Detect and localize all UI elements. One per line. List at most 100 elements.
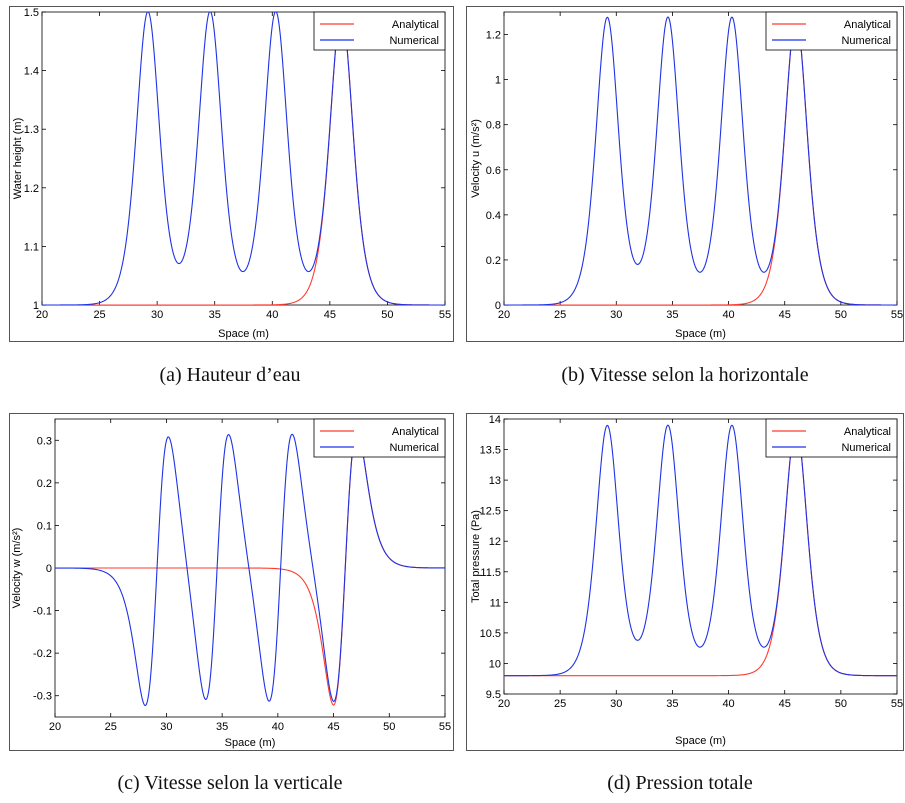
y-tick-label: 0: [495, 300, 501, 312]
y-axis-label: Total pressure (Pa): [470, 510, 482, 603]
y-tick-label: 0.1: [37, 520, 52, 532]
x-tick-label: 35: [216, 721, 228, 733]
y-axis-label: Velocity w (m/s²): [11, 528, 23, 609]
x-tick-label: 30: [160, 721, 172, 733]
y-tick-label: 1: [33, 300, 39, 312]
chart-a-svg: 20 25 30 35 40 45 50 55 1 1.1 1.2 1.3 1.4 1.5 Space (m…: [12, 7, 451, 340]
x-tick-label: 50: [835, 698, 847, 710]
axes-c: 20 25 30 35 40 45 50 55 -0.3 -0.2 -0.1 0 0.1 0.2 0.3 Sp…: [11, 418, 451, 749]
y-tick-label: 0: [46, 563, 52, 575]
y-tick-label: 10.5: [480, 628, 501, 640]
series-line-numerical: [504, 16, 897, 305]
legend-box: [765, 418, 898, 458]
legend-box: [765, 11, 898, 51]
plot-area-a: [42, 12, 445, 305]
chart-d-svg: 20 25 30 35 40 45 50 55 9.5 10 10.5 11 11.5 12 12.5 13 1…: [470, 414, 903, 747]
y-tick-label: 1.4: [24, 66, 39, 78]
x-tick-label: 40: [272, 721, 284, 733]
x-tick-label: 40: [266, 309, 278, 321]
caption-c: (c) Vitesse selon la verticale: [117, 772, 343, 794]
y-tick-label: 1.2: [24, 183, 39, 195]
legend-c: Analytical Numerical: [313, 418, 446, 458]
chart-c-svg: 20 25 30 35 40 45 50 55 -0.3 -0.2 -0.1 0 0.1 0.2 0.3 Sp…: [11, 418, 451, 749]
y-tick-label: -0.2: [33, 648, 52, 660]
y-tick-label: 0.8: [486, 120, 501, 132]
x-tick-label: 20: [498, 698, 510, 710]
x-tick-label: 55: [439, 309, 451, 321]
x-tick-label: 30: [151, 309, 163, 321]
y-tick-label: 0.2: [37, 478, 52, 490]
legend-label-analytical: Analytical: [844, 426, 891, 438]
y-tick-label: 12: [489, 536, 501, 548]
caption-d: (d) Pression totale: [607, 772, 753, 794]
y-tick-label: 0.6: [486, 165, 501, 177]
x-tick-label: 50: [835, 309, 847, 321]
x-tick-label: 25: [554, 309, 566, 321]
y-tick-label: 0.4: [486, 210, 501, 222]
y-tick-label: 0.2: [486, 255, 501, 267]
y-tick-label: 11: [490, 597, 501, 609]
x-tick-label: 55: [891, 309, 903, 321]
series-line-numerical: [55, 430, 445, 707]
caption-b: (b) Vitesse selon la horizontale: [561, 364, 809, 386]
x-tick-label: 30: [610, 698, 622, 710]
axes-b: 20 25 30 35 40 45 50 55 0 0.2 0.4 0.6 0.8 1 1.2 Space (…: [470, 11, 903, 340]
chart-panel-d: 20 25 30 35 40 45 50 55 9.5 10 10.5 11 11.5 12 12.5 13 1…: [466, 413, 904, 751]
series-line-analytical: [504, 16, 897, 305]
y-tick-label: -0.1: [33, 606, 52, 618]
caption-a: (a) Hauteur d’eau: [159, 364, 301, 386]
y-tick-label: 14: [489, 414, 501, 426]
x-tick-label: 40: [722, 698, 734, 710]
chart-panel-c: 20 25 30 35 40 45 50 55 -0.3 -0.2 -0.1 0 0.1 0.2 0.3 Sp…: [9, 413, 454, 751]
x-tick-label: 35: [666, 309, 678, 321]
series-line-analytical: [504, 425, 897, 677]
plot-frame: [41, 11, 446, 306]
x-tick-label: 20: [49, 721, 61, 733]
y-tick-label: 10: [489, 658, 501, 670]
y-tick-label: 0.3: [37, 435, 52, 447]
x-tick-label: 25: [554, 698, 566, 710]
plot-area-d: [504, 424, 897, 677]
legend-label-numerical: Numerical: [841, 442, 891, 454]
x-tick-label: 25: [93, 309, 105, 321]
y-tick-label: 12.5: [480, 506, 501, 518]
x-tick-label: 45: [779, 309, 791, 321]
plot-area-c: [55, 430, 445, 707]
series-line-analytical: [42, 12, 445, 305]
plot-frame: [503, 418, 898, 695]
x-axis-label: Space (m): [675, 735, 726, 747]
x-tick-label: 35: [209, 309, 221, 321]
y-tick-label: 1: [495, 75, 501, 87]
x-tick-label: 40: [722, 309, 734, 321]
legend-d: Analytical Numerical: [765, 418, 898, 458]
y-tick-label: 1.2: [486, 30, 501, 42]
y-tick-label: 1.1: [24, 241, 39, 253]
axes-d: 20 25 30 35 40 45 50 55 9.5 10 10.5 11 11.5 12 12.5 13 1…: [470, 414, 903, 747]
y-tick-label: 9.5: [486, 689, 501, 701]
axes-a: 20 25 30 35 40 45 50 55 1 1.1 1.2 1.3 1.4 1.5 Space (m…: [12, 7, 451, 340]
x-tick-label: 50: [381, 309, 393, 321]
series-line-numerical: [504, 424, 897, 677]
series-line-analytical: [55, 430, 445, 706]
y-tick-label: 11.5: [480, 567, 501, 579]
legend-a: Analytical Numerical: [313, 11, 446, 51]
x-tick-label: 20: [36, 309, 48, 321]
x-tick-label: 45: [327, 721, 339, 733]
y-axis-label: Water height (m): [12, 118, 24, 200]
x-tick-label: 55: [439, 721, 451, 733]
x-axis-label: Space (m): [675, 328, 726, 340]
legend-label-numerical: Numerical: [389, 442, 439, 454]
y-tick-label: 1.5: [24, 7, 39, 19]
chart-b-svg: 20 25 30 35 40 45 50 55 0 0.2 0.4 0.6 0.8 1 1.2 Space (…: [470, 11, 903, 340]
legend-label-analytical: Analytical: [392, 426, 439, 438]
x-tick-label: 25: [105, 721, 117, 733]
legend-label-analytical: Analytical: [844, 19, 891, 31]
legend-label-numerical: Numerical: [841, 35, 891, 47]
y-tick-label: 1.3: [24, 124, 39, 136]
legend-box: [313, 11, 446, 51]
x-tick-label: 55: [891, 698, 903, 710]
x-tick-label: 35: [666, 698, 678, 710]
x-tick-label: 50: [383, 721, 395, 733]
legend-label-analytical: Analytical: [392, 19, 439, 31]
plot-area-b: [504, 16, 897, 305]
